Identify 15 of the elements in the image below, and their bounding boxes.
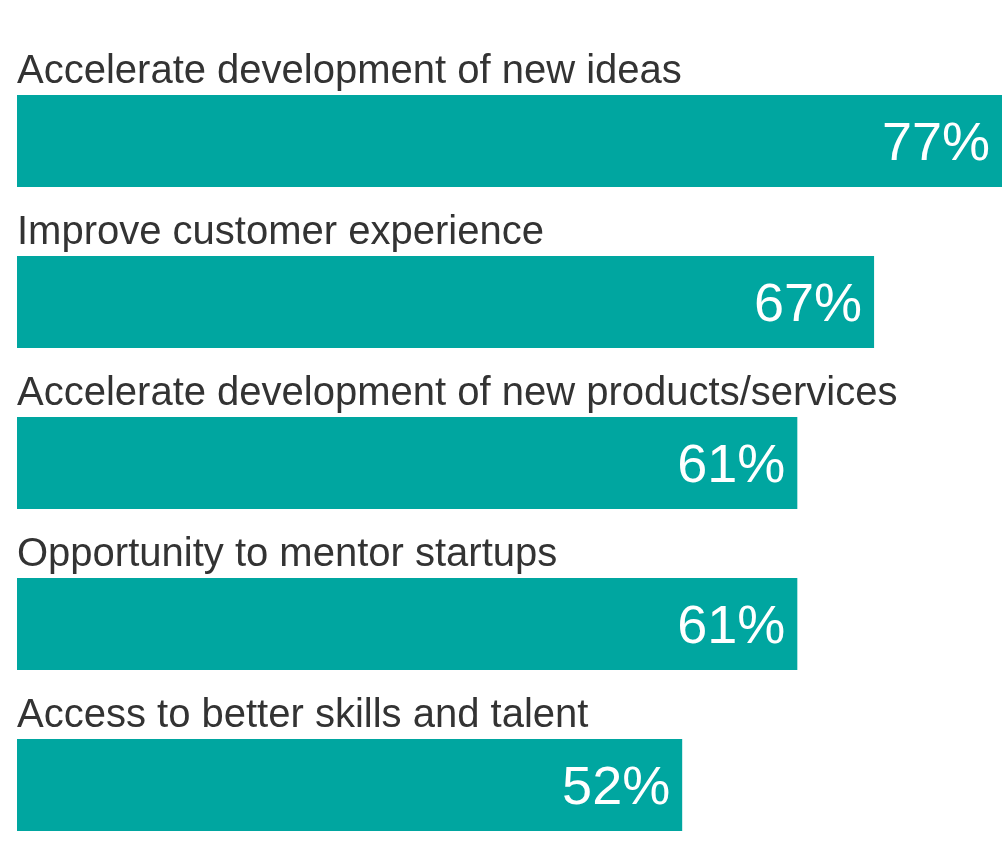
y-tick-label: Accelerate development of new products/services — [17, 369, 898, 413]
y-tick-label: Access to better skills and talent — [17, 691, 589, 735]
y-tick-label: Improve customer experience — [17, 208, 544, 252]
data-label: 61% — [677, 594, 786, 654]
bar — [17, 95, 1002, 187]
bar — [17, 739, 683, 831]
bar — [17, 256, 875, 348]
data-label: 61% — [677, 433, 786, 493]
data-label: 52% — [562, 755, 671, 815]
y-tick-label: Opportunity to mentor startups — [17, 530, 558, 574]
y-tick-label: Accelerate development of new ideas — [17, 47, 682, 91]
data-label: 77% — [881, 111, 990, 171]
data-label: 67% — [753, 272, 863, 332]
bar — [17, 417, 798, 509]
bar — [17, 578, 798, 670]
